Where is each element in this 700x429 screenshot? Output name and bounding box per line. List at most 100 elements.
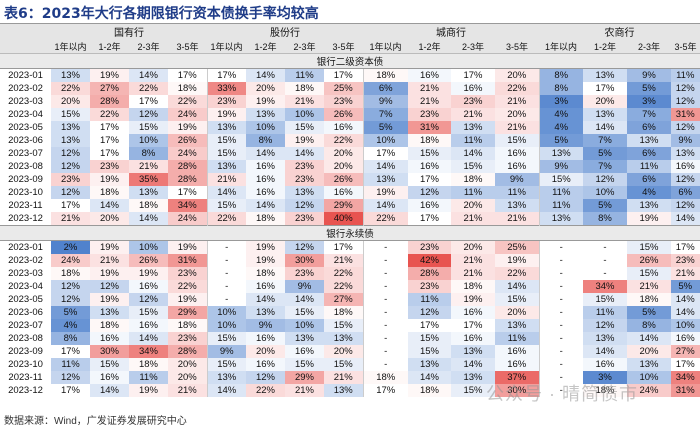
turnover-cell: 18% [51,267,90,280]
turnover-table: 国有行 股份行 城商行 农商行 1年以内 1-2年 2-3年 3-5年 1年以内 1-2年… [0,24,700,397]
turnover-cell: 8% [539,82,583,95]
turnover-cell: 15% [285,306,324,319]
turnover-cell: 23% [285,160,324,173]
turnover-cell: 13% [583,108,627,121]
turnover-cell: 21% [207,173,246,186]
turnover-cell: 21% [285,95,324,108]
turnover-cell: - [363,240,408,254]
turnover-cell: 13% [451,121,495,134]
turnover-cell: 14% [90,384,129,397]
turnover-cell: 16% [451,82,495,95]
turnover-cell: 15% [285,358,324,371]
row-date: 2023-02 [0,254,51,267]
table-row: 2023-09 17% 30% 34% 28% 9% 20% 16% 20% -15% 13% 16%… [0,345,700,358]
turnover-cell: 15% [408,345,451,358]
turnover-cell: 22% [168,95,208,108]
source-note: 数据来源：Wind，广发证券发展研究中心 [4,416,187,427]
turnover-cell: 23% [408,108,451,121]
turnover-cell: 16% [495,358,540,371]
turnover-cell: 18% [129,199,168,212]
term-header: 1年以内 [207,39,246,54]
turnover-cell: 12% [671,95,700,108]
turnover-cell: - [539,280,583,293]
turnover-cell: - [539,240,583,254]
turnover-cell: 18% [90,319,129,332]
turnover-cell: 10% [129,134,168,147]
turnover-cell: 11% [451,186,495,199]
table-row: 2023-06 5% 13% 15% 29% 10% 13% 15% 18% -12% 16% 20%… [0,306,700,319]
turnover-cell: 29% [285,371,324,384]
turnover-cell: 12% [285,240,324,254]
turnover-cell: 28% [168,173,208,186]
turnover-cell: 16% [495,160,540,173]
turnover-cell: 16% [324,121,364,134]
turnover-cell: 18% [324,306,364,319]
turnover-cell: 8% [627,319,671,332]
turnover-cell: 14% [495,280,540,293]
turnover-cell: 15% [495,134,540,147]
turnover-cell: 9% [207,345,246,358]
turnover-cell: 17% [90,147,129,160]
turnover-cell: 17% [583,82,627,95]
turnover-cell: 11% [451,134,495,147]
turnover-cell: 6% [627,121,671,134]
turnover-cell: - [207,293,246,306]
turnover-cell: 40% [324,212,364,226]
turnover-cell: 8% [129,147,168,160]
turnover-cell: 28% [90,95,129,108]
turnover-cell: 9% [539,160,583,173]
turnover-cell: 15% [129,121,168,134]
turnover-cell: 18% [363,68,408,82]
turnover-cell: 19% [246,240,285,254]
watermark: 公众号 · 晴简债市 [486,384,638,404]
turnover-cell: 22% [324,134,364,147]
table-row: 2023-07 4% 18% 16% 18% 10% 9% 10% 15% -17% 17% 13% -… [0,319,700,332]
group-header: 农商行 [539,24,700,39]
turnover-cell: 19% [246,254,285,267]
turnover-cell: 17% [408,173,451,186]
turnover-cell: 4% [539,121,583,134]
turnover-cell: 19% [168,240,208,254]
turnover-cell: 18% [168,82,208,95]
turnover-cell: 15% [627,267,671,280]
turnover-cell: 21% [90,254,129,267]
turnover-cell: 16% [129,319,168,332]
table-row: 2023-10 11% 15% 18% 20% 15% 16% 15% 15% -13% 14% 16… [0,358,700,371]
turnover-cell: 20% [324,147,364,160]
row-date: 2023-07 [0,147,51,160]
turnover-cell: 3% [583,371,627,384]
section-label: 银行二级资本债 [0,53,700,69]
turnover-cell: 5% [583,147,627,160]
turnover-cell: 19% [246,95,285,108]
turnover-cell: 7% [583,160,627,173]
turnover-cell: 15% [583,293,627,306]
turnover-cell: 20% [495,306,540,319]
turnover-cell: 22% [168,280,208,293]
turnover-cell: 17% [207,68,246,82]
turnover-cell: 37% [495,371,540,384]
turnover-cell: 21% [495,212,540,226]
turnover-cell: 15% [539,173,583,186]
turnover-cell: 25% [324,82,364,95]
term-header: 2-3年 [129,39,168,54]
turnover-cell: 6% [363,82,408,95]
table-row: 2023-11 17% 14% 18% 34% 15% 14% 12% 29% 14% 16% 20%… [0,199,700,212]
turnover-cell: - [539,293,583,306]
turnover-cell: 16% [285,345,324,358]
table-row: 2023-03 18% 19% 19% 23% -18% 23% 22% -28% 21% 22% -… [0,267,700,280]
turnover-cell: 15% [207,332,246,345]
turnover-cell: 23% [51,173,90,186]
turnover-cell: - [539,371,583,384]
turnover-cell: 8% [51,332,90,345]
turnover-cell: 6% [627,147,671,160]
table-row: 2023-09 23% 19% 35% 28% 21% 16% 23% 26% 13% 17% 18%… [0,173,700,186]
term-header: 1-2年 [408,39,451,54]
turnover-cell: 5% [627,306,671,319]
turnover-cell: 15% [627,240,671,254]
turnover-cell: 11% [129,371,168,384]
turnover-cell: - [583,254,627,267]
turnover-cell: 17% [168,186,208,199]
turnover-cell: 20% [324,160,364,173]
turnover-cell: 10% [207,306,246,319]
turnover-cell: 10% [671,319,700,332]
